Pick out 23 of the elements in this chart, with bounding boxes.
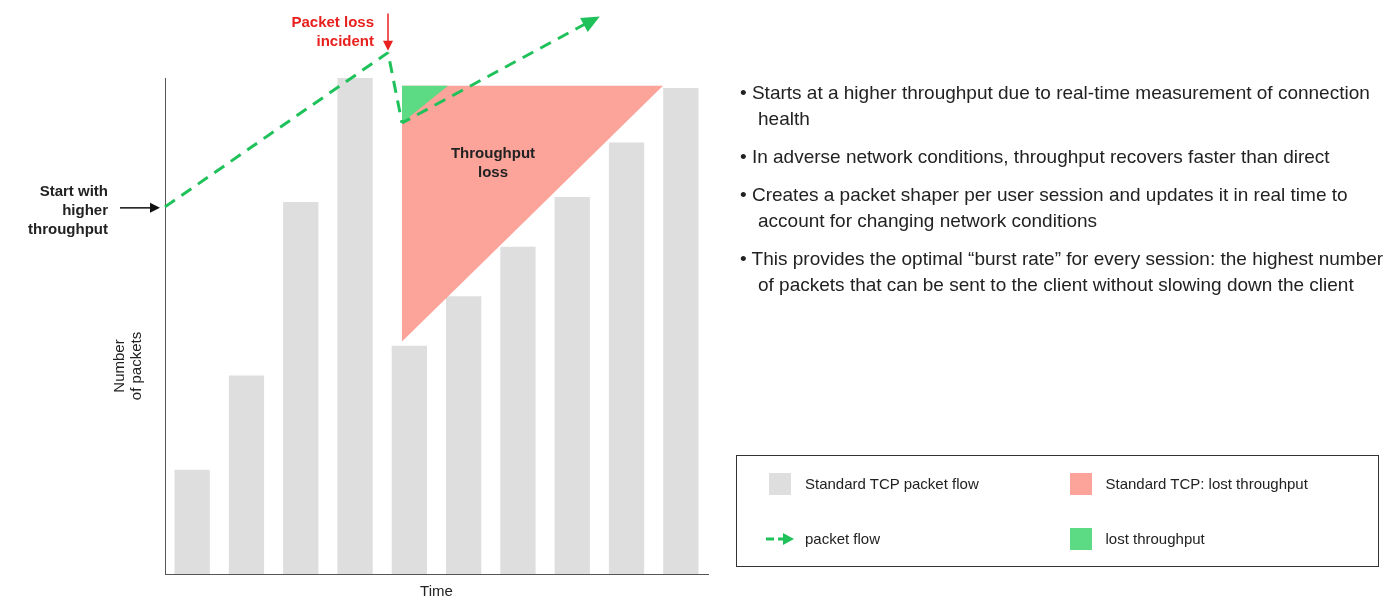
x-axis-title: Time: [420, 581, 453, 599]
bar: [283, 202, 319, 574]
y-axis-title: Number of packets: [109, 331, 144, 401]
bar: [554, 197, 590, 574]
bar: [228, 375, 265, 574]
text: • Creates a packet shaper per user session and updates it in real time to account for changing network conditions: [739, 183, 1349, 233]
bar: [174, 469, 210, 574]
legend-label: Standard TCP packet flow: [805, 475, 979, 492]
text: • Starts at a higher throughput due to real-time measurement of connection health: [739, 81, 1371, 131]
bar: [337, 78, 373, 574]
text: • In adverse network conditions, throughput recovers faster than direct: [739, 145, 1331, 169]
text: lost throughput: [1105, 530, 1205, 547]
bar: [608, 142, 645, 574]
text: • This provides the optimal “burst rate” for every session: the highest number of packets that can be sent to the client without slowing down the client: [739, 247, 1385, 297]
annotation: Throughput loss: [449, 143, 537, 182]
text: Standard TCP: lost throughput: [1105, 475, 1308, 492]
bar: [391, 345, 427, 574]
text: Start with higher throughput: [27, 181, 108, 239]
bar: [446, 296, 482, 574]
text: packet flow: [805, 530, 881, 547]
bar: [500, 246, 536, 574]
bar: [663, 87, 699, 574]
text: Packet loss incident: [290, 11, 374, 50]
